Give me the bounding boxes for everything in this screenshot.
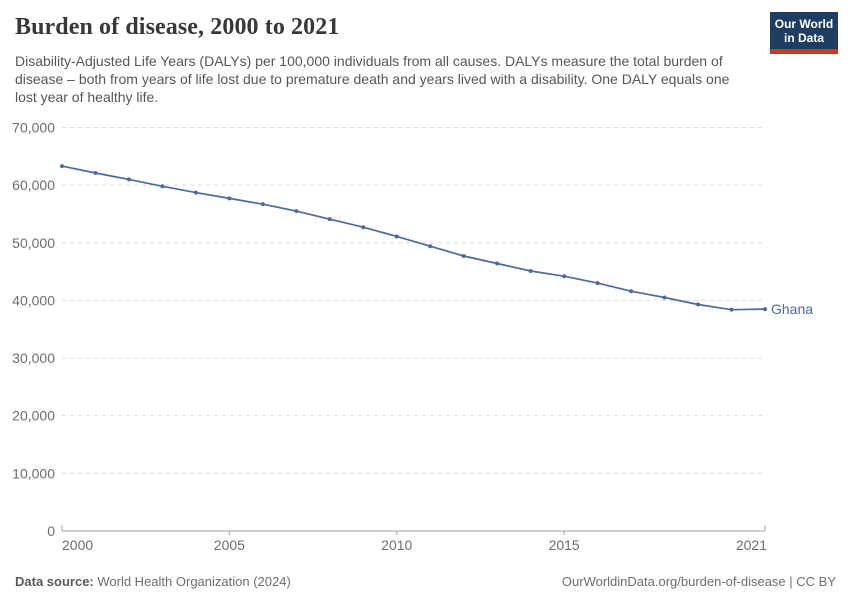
- data-point[interactable]: [93, 171, 98, 176]
- data-source-value: World Health Organization (2024): [93, 574, 291, 589]
- y-axis-tick-label: 70,000: [12, 120, 55, 136]
- data-point[interactable]: [629, 289, 634, 294]
- owid-logo-line2: in Data: [783, 31, 824, 45]
- y-axis-tick-label: 50,000: [12, 235, 55, 251]
- x-axis-tick-label: 2010: [381, 537, 412, 553]
- owid-logo[interactable]: Our World in Data: [770, 12, 838, 54]
- series-line-ghana[interactable]: [61, 165, 766, 311]
- data-point[interactable]: [260, 202, 265, 207]
- data-point[interactable]: [495, 261, 500, 266]
- line-chart[interactable]: 0 10,000 20,000 30,000 40,000 50,000 60,000 70,…: [0, 112, 850, 572]
- series-end-label[interactable]: Ghana: [771, 301, 813, 317]
- data-source-label: Data source:: [15, 574, 94, 589]
- owid-logo-line1: Our World: [774, 17, 834, 31]
- data-point[interactable]: [394, 234, 399, 239]
- x-axis-tick-label: 2000: [62, 537, 93, 553]
- y-axis-tick-label: 60,000: [12, 177, 55, 193]
- x-axis-tick-label: 2015: [549, 537, 580, 553]
- y-axis-tick-label: 20,000: [12, 408, 55, 424]
- x-axis-tick-label: 2021: [736, 537, 767, 553]
- data-point[interactable]: [126, 177, 131, 182]
- chart-title: Burden of disease, 2000 to 2021: [15, 14, 340, 40]
- data-point[interactable]: [595, 281, 600, 286]
- data-point[interactable]: [461, 254, 466, 259]
- y-axis-tick-label: 40,000: [12, 292, 55, 308]
- data-source: Data source: World Health Organization (…: [15, 574, 291, 589]
- y-axis-tick-label: 10,000: [12, 465, 55, 481]
- data-point[interactable]: [227, 196, 232, 201]
- data-point[interactable]: [160, 184, 165, 189]
- data-point[interactable]: [729, 307, 734, 312]
- data-point[interactable]: [428, 244, 433, 249]
- data-point[interactable]: [294, 209, 299, 214]
- data-point[interactable]: [193, 190, 198, 195]
- data-point[interactable]: [763, 307, 767, 312]
- data-point[interactable]: [60, 164, 64, 169]
- data-point[interactable]: [327, 217, 332, 222]
- chart-subtitle: Disability-Adjusted Life Years (DALYs) p…: [15, 53, 730, 105]
- owid-logo-red-stripe: [770, 49, 838, 54]
- footer-credits: OurWorldinData.org/burden-of-disease | C…: [562, 574, 836, 589]
- owid-logo-box: Our World in Data: [770, 12, 838, 49]
- y-axis-tick-label: 30,000: [12, 350, 55, 366]
- y-axis-tick-label: 0: [47, 523, 55, 539]
- data-point[interactable]: [361, 225, 366, 230]
- data-point[interactable]: [696, 302, 701, 307]
- x-axis-tick-label: 2005: [214, 537, 245, 553]
- footer-separator: |: [785, 574, 797, 589]
- data-point[interactable]: [562, 274, 567, 279]
- chart-footer: Data source: World Health Organization (…: [15, 574, 836, 589]
- data-point[interactable]: [662, 295, 667, 300]
- owid-url-link[interactable]: OurWorldinData.org/burden-of-disease: [561, 574, 786, 589]
- license-label: CC BY: [796, 574, 836, 589]
- data-point[interactable]: [528, 269, 533, 274]
